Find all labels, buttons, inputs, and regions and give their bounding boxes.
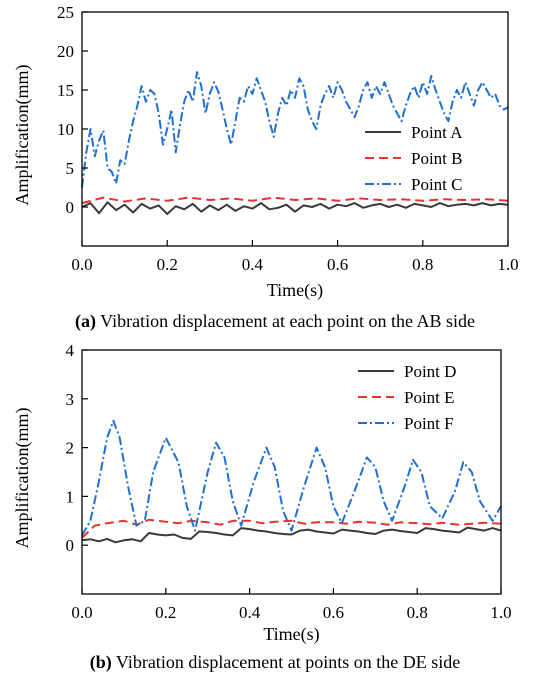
plot-frame (81, 349, 502, 595)
y-tick-label: 3 (66, 390, 75, 409)
y-tick-label: 1 (66, 487, 75, 506)
series-line-point-c (81, 71, 509, 188)
x-axis-label: Time(s) (267, 280, 323, 301)
y-tick-label: 20 (57, 42, 74, 61)
y-axis-label: Amplification(mm) (12, 65, 33, 206)
legend-label: Point B (411, 149, 463, 168)
legend-label: Point A (411, 123, 463, 142)
series-line-point-d (81, 526, 502, 544)
x-tick-label: 0.0 (71, 255, 92, 274)
chart-panel-a: 0.0 0.2 0.4 0.6 0.8 1.0 0 5 10 15 20 25 Time(s) Ampli… (12, 3, 519, 301)
caption-panel-a: (a) Vibration displacement at each point… (0, 311, 550, 332)
y-tick-label: 10 (57, 120, 74, 139)
x-tick-label: 0.8 (412, 255, 433, 274)
legend-label: Point F (404, 414, 454, 433)
series-line-point-b (81, 196, 509, 205)
x-tick-label: 0.8 (407, 603, 428, 622)
y-tick-label: 25 (57, 3, 74, 22)
caption-a-text: Vibration displacement at each point on … (95, 311, 475, 331)
legend-label: Point C (411, 175, 463, 194)
y-tick-label: 15 (57, 81, 74, 100)
legend-label: Point D (404, 362, 456, 381)
caption-b-label: (b) (89, 652, 112, 672)
series-line-point-a (81, 201, 509, 215)
x-tick-label: 0.4 (242, 255, 264, 274)
y-tick-label: 0 (66, 198, 75, 217)
y-tick-label: 4 (66, 341, 75, 360)
y-tick-label: 0 (66, 536, 75, 555)
caption-b-text: Vibration displacement at points on the … (111, 652, 461, 672)
y-tick-label: 5 (66, 159, 75, 178)
series-line-point-f (81, 419, 502, 536)
y-axis-label: Amplification(mm) (12, 408, 33, 549)
x-tick-label: 0.2 (155, 603, 176, 622)
x-tick-label: 0.6 (327, 255, 348, 274)
series-line-point-e (81, 518, 502, 539)
chart-panel-b: 0.0 0.2 0.4 0.6 0.8 1.0 0 1 2 3 4 Time(s) Amplificat… (12, 341, 512, 645)
x-axis-label: Time(s) (263, 624, 319, 645)
x-tick-label: 0.6 (323, 603, 344, 622)
caption-a-label: (a) (74, 311, 96, 331)
caption-panel-b: (b) Vibration displacement at points on … (0, 652, 550, 673)
legend-label: Point E (404, 388, 455, 407)
x-tick-label: 1.0 (490, 603, 511, 622)
x-tick-label: 0.2 (157, 255, 178, 274)
x-tick-label: 1.0 (497, 255, 518, 274)
x-tick-label: 0.0 (71, 603, 92, 622)
x-tick-label: 0.4 (239, 603, 261, 622)
y-tick-label: 2 (66, 439, 75, 458)
